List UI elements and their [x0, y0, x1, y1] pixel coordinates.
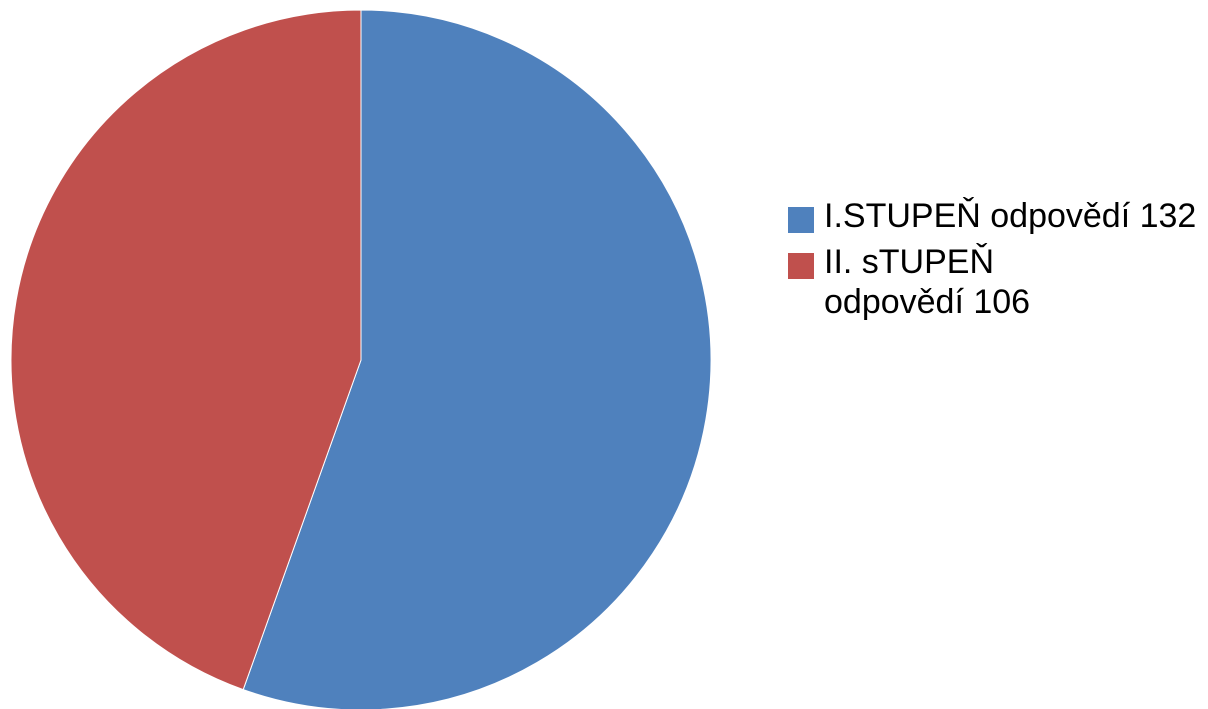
legend-label-stupen-1: I.STUPEŇ odpovědí 132 — [824, 197, 1197, 235]
legend-swatch-stupen-2 — [788, 253, 814, 279]
chart-legend: I.STUPEŇ odpovědí 132 II. sTUPEŇ odpověd… — [788, 196, 1198, 328]
legend-swatch-stupen-1 — [788, 207, 814, 233]
pie-slice-1 — [242, 9, 712, 709]
legend-item-stupen-2: II. sTUPEŇ odpovědí 106 — [788, 242, 1198, 322]
legend-label-stupen-2: II. sTUPEŇ odpovědí 106 — [824, 243, 1031, 321]
legend-item-stupen-1: I.STUPEŇ odpovědí 132 — [788, 196, 1198, 236]
pie-slice-2 — [10, 9, 362, 691]
